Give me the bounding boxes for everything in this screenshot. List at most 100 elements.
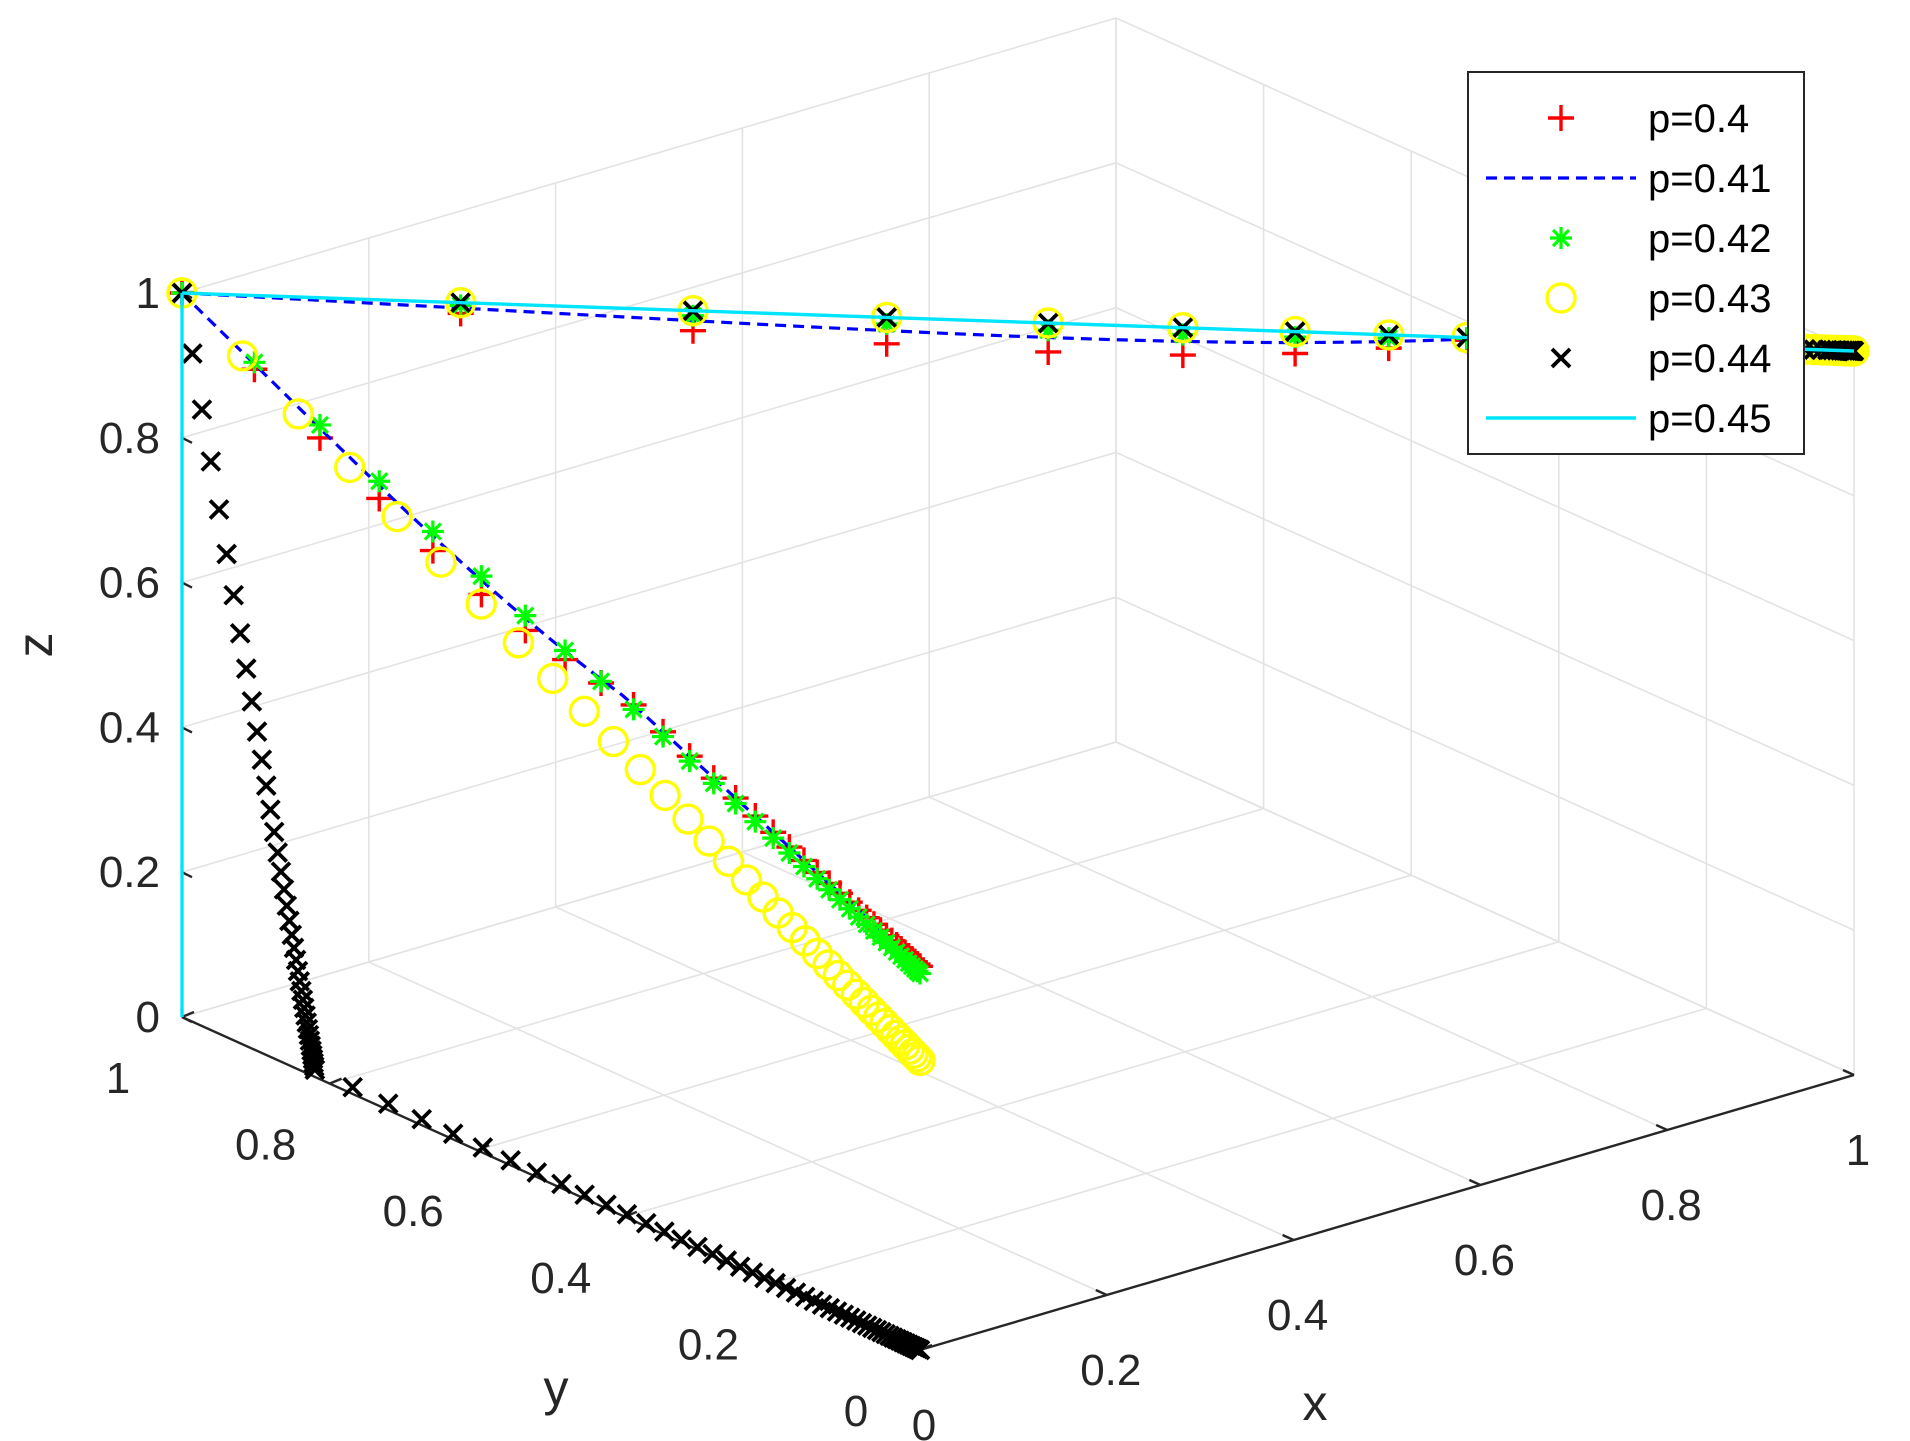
legend-marker: [1550, 227, 1572, 249]
data-point: [729, 1256, 751, 1278]
x-axis-line: [919, 1073, 1855, 1352]
data-point: [502, 627, 535, 659]
x-axis-label: x: [1303, 1375, 1328, 1431]
data-point: [792, 855, 815, 878]
data-point: [730, 864, 763, 896]
x-tick-label: 1: [1846, 1126, 1870, 1175]
data-point: [442, 1123, 464, 1145]
grid-line: [181, 162, 1117, 439]
data-point: [672, 803, 704, 835]
data-point: [744, 810, 767, 833]
grid-line: [181, 741, 1117, 1018]
legend-label: p=0.45: [1648, 397, 1771, 441]
y-tick-label: 1: [106, 1054, 130, 1103]
y-tick-label: 0.8: [235, 1121, 296, 1170]
data-point: [472, 1137, 494, 1158]
data-point: [381, 501, 413, 533]
x-tick-label: 0.2: [1080, 1346, 1141, 1395]
data-point: [909, 1339, 931, 1361]
x-tick-mark: [1842, 1068, 1855, 1077]
data-point: [537, 662, 569, 695]
legend-item: p=0.44: [1550, 337, 1771, 381]
data-point: [500, 1150, 521, 1171]
grid-line: [1115, 451, 1855, 787]
data-point: [838, 897, 861, 920]
data-point: [716, 1250, 738, 1271]
y-tick-mark: [329, 1077, 343, 1085]
data-point: [875, 313, 898, 336]
data-point: [693, 825, 725, 857]
data-point: [334, 451, 366, 484]
data-point: [654, 1221, 675, 1242]
data-point: [897, 1037, 929, 1070]
z-tick-label: 1: [136, 269, 160, 318]
data-point: [801, 937, 833, 970]
y-tick-mark: [181, 1010, 195, 1019]
data-point: [200, 451, 222, 472]
data-point: [812, 949, 844, 981]
data-point: [702, 1243, 723, 1265]
data-point: [229, 622, 251, 644]
z-tick-label: 0.2: [99, 848, 160, 897]
grid-line: [1115, 306, 1855, 642]
data-point: [828, 888, 851, 911]
grid-line: [181, 596, 1117, 873]
data-point: [1284, 326, 1307, 349]
data-point: [255, 775, 277, 796]
legend-box: [1467, 71, 1805, 455]
data-point: [526, 1162, 548, 1183]
legend-item: p=0.41: [1486, 157, 1771, 201]
legend-label: p=0.42: [1648, 217, 1771, 261]
data-point: [304, 1059, 326, 1081]
tick-labels: 00.20.40.60.8100.20.40.60.8100.20.40.60.…: [99, 269, 1870, 1441]
z-tick-label: 0: [136, 993, 160, 1042]
data-point: [223, 584, 245, 606]
x-tick-label: 0.8: [1641, 1181, 1702, 1230]
legend-item: p=0.4: [1548, 97, 1749, 141]
y-tick-label: 0.2: [678, 1320, 739, 1369]
y-tick-label: 0.6: [383, 1187, 444, 1236]
data-point: [303, 1056, 325, 1077]
legend-marker: [1548, 105, 1574, 131]
grid-line: [772, 1007, 1707, 1285]
data-point: [1035, 338, 1062, 365]
data-point: [303, 1052, 325, 1074]
z-tick-label: 0.8: [99, 414, 160, 463]
data-point: [778, 842, 801, 865]
data-point: [652, 725, 675, 748]
data-point: [845, 1310, 867, 1331]
data-point: [308, 413, 331, 436]
z-tick-label: 0.4: [99, 703, 160, 752]
data-point: [712, 845, 745, 877]
x-tick-mark: [1095, 1288, 1108, 1297]
data-point: [1171, 323, 1194, 346]
data-point: [425, 546, 457, 578]
grid-line: [181, 17, 1117, 294]
legend-label: p=0.43: [1648, 277, 1771, 321]
data-point: [754, 1267, 775, 1289]
data-point: [818, 878, 841, 901]
data-point: [235, 658, 257, 679]
data-point: [260, 799, 281, 821]
grid-line: [181, 306, 1117, 584]
x-tick-mark: [1655, 1123, 1668, 1132]
legend-label: p=0.41: [1648, 157, 1771, 201]
data-point: [873, 330, 900, 357]
data-point: [368, 470, 391, 493]
data-point: [687, 1236, 708, 1258]
z-axis-label: z: [7, 633, 63, 658]
data-point: [909, 962, 931, 985]
x-tick-label: 0.4: [1267, 1291, 1328, 1340]
y-tick-label: 0: [844, 1387, 868, 1436]
x-tick-label: 0.6: [1454, 1236, 1515, 1285]
data-point: [822, 959, 854, 992]
legend-label: p=0.4: [1648, 97, 1749, 141]
legend-marker: [1550, 347, 1572, 369]
data-point: [470, 565, 493, 588]
data-point: [904, 1044, 936, 1077]
grid-line: [928, 796, 1668, 1131]
data-point: [342, 1076, 364, 1098]
data-point: [216, 543, 237, 565]
data-point: [208, 499, 230, 520]
